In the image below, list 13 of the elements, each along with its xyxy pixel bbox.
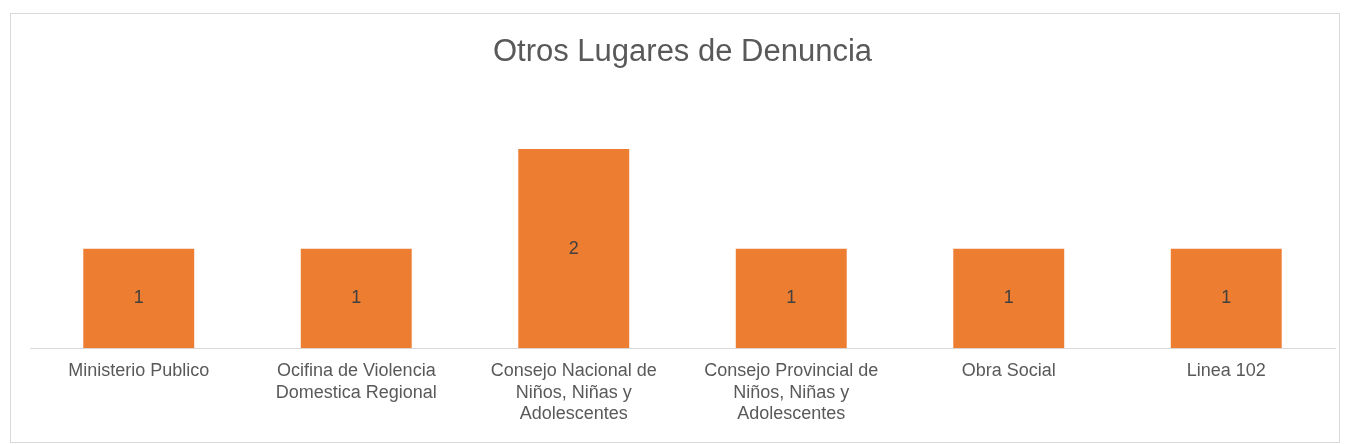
data-label: 2 [568, 237, 579, 258]
x-tick-label: Ministerio Publico [68, 359, 210, 380]
x-tick-label: Obra Social [961, 359, 1056, 380]
x-tick-label: Ocifina de Violencia Domestica Regional [275, 359, 437, 402]
x-tick-label: Consejo Provincial de Niños, Niñas y Adolescentes [704, 359, 879, 424]
chart-title: Otros Lugares de Denuncia [492, 33, 873, 69]
data-label: 1 [133, 287, 144, 308]
data-label: 1 [786, 287, 797, 308]
x-tick-label: Consejo Nacional de Niños, Niñas y Adolescentes [490, 359, 657, 424]
data-label: 1 [1221, 287, 1232, 308]
x-tick-label: Linea 102 [1186, 359, 1266, 380]
data-label: 1 [351, 287, 362, 308]
data-label: 1 [1003, 287, 1014, 308]
